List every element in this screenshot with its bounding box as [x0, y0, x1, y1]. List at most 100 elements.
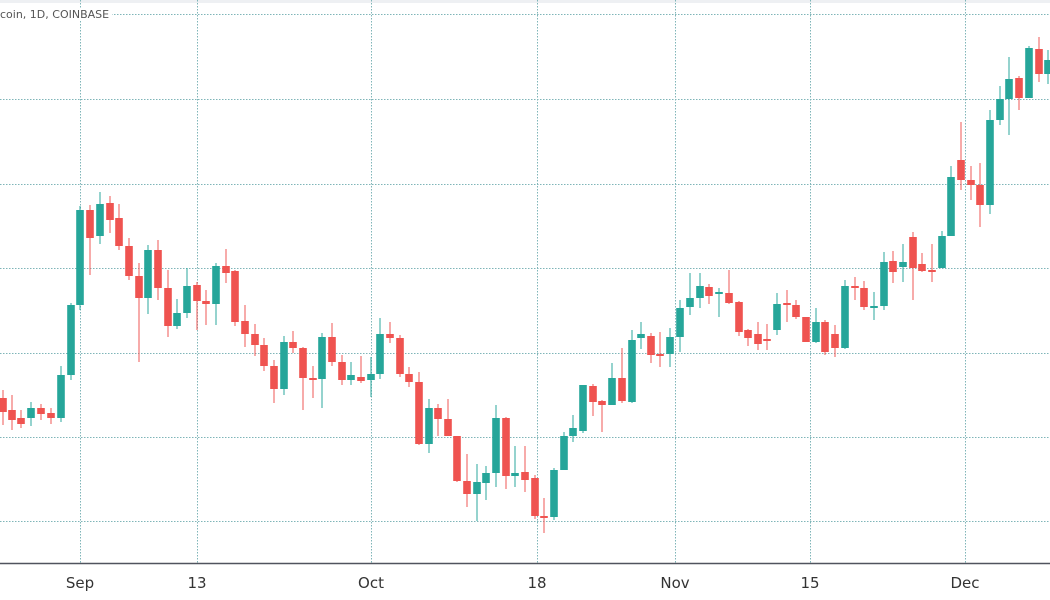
candle-body-up — [67, 305, 75, 375]
candle-body-up — [938, 236, 946, 268]
x-tick-label: 15 — [800, 574, 820, 592]
candle-body-up — [1025, 48, 1033, 98]
candle-body-up — [899, 262, 907, 267]
candle-body-down — [531, 478, 539, 516]
candle-body-up — [608, 378, 616, 405]
candle-body-down — [125, 246, 133, 276]
candle-body-up — [569, 428, 577, 436]
candle-body-up — [492, 418, 500, 473]
candle-body-down — [598, 401, 606, 405]
candle-body-up — [560, 436, 568, 470]
candle-body-down — [405, 374, 413, 382]
candle-body-up — [715, 292, 723, 294]
candle-body-down — [735, 302, 743, 332]
candle-body-down — [86, 210, 94, 238]
candle-body-up — [579, 385, 587, 431]
candle-body-up — [76, 210, 84, 305]
candle-body-up — [318, 337, 326, 379]
candle-body-down — [222, 266, 230, 273]
candle-body-down — [1015, 78, 1023, 98]
candle-body-up — [986, 120, 994, 205]
candle-body-down — [889, 261, 897, 272]
candle-body-down — [502, 418, 510, 476]
candle-body-down — [957, 160, 965, 180]
candle-body-down — [193, 285, 201, 301]
candle-body-down — [299, 348, 307, 378]
candle-body-up — [27, 408, 35, 418]
candle-body-up — [482, 473, 490, 483]
candle-body-down — [792, 305, 800, 317]
candle-body-up — [183, 286, 191, 313]
candle-body-down — [251, 334, 259, 345]
candle-body-up — [96, 204, 104, 236]
candle-body-down — [309, 378, 317, 380]
x-tick-label: Dec — [950, 574, 980, 592]
x-tick-label: 13 — [187, 574, 207, 592]
candle-body-down — [540, 516, 548, 518]
candle-body-up — [773, 304, 781, 330]
candle-body-down — [656, 354, 664, 356]
candle-body-up — [1044, 60, 1050, 74]
candle-body-down — [357, 377, 365, 381]
candle-body-down — [463, 481, 471, 494]
candle-body-down — [589, 386, 597, 402]
candle-body-down — [976, 185, 984, 205]
candle-body-down — [154, 250, 162, 288]
candle-body-down — [231, 271, 239, 322]
candle-body-down — [647, 336, 655, 355]
candle-body-down — [415, 382, 423, 444]
candle-body-up — [812, 322, 820, 342]
candle-body-down — [434, 408, 442, 419]
candle-body-down — [618, 378, 626, 401]
candle-body-down — [521, 472, 529, 480]
candle-body-down — [705, 287, 713, 296]
candle-body-down — [8, 410, 16, 420]
candle-body-down — [17, 418, 25, 424]
x-tick-label: Oct — [358, 574, 384, 592]
candle-body-up — [637, 334, 645, 338]
candle-body-down — [754, 334, 762, 344]
candle-body-up — [367, 374, 375, 380]
candle-body-down — [202, 301, 210, 304]
candle-body-down — [744, 330, 752, 338]
candle-body-down — [338, 362, 346, 380]
candle-body-down — [725, 293, 733, 303]
candle-body-up — [628, 340, 636, 402]
symbol-title: coin, 1D, COINBASE — [0, 8, 113, 21]
candle-body-down — [928, 270, 936, 272]
candle-body-down — [386, 334, 394, 338]
x-tick-label: 18 — [527, 574, 547, 592]
candle-body-down — [47, 413, 55, 418]
candle-body-up — [676, 308, 684, 337]
candle-body-down — [328, 337, 336, 362]
candle-body-down — [851, 286, 859, 288]
candle-body-down — [37, 408, 45, 414]
candle-body-down — [444, 419, 452, 436]
candle-body-down — [821, 322, 829, 352]
candle-body-down — [831, 334, 839, 348]
candle-body-up — [511, 473, 519, 476]
candle-body-up — [473, 482, 481, 494]
candle-body-down — [0, 398, 7, 412]
candle-body-up — [666, 337, 674, 354]
candle-body-down — [909, 237, 917, 268]
candle-body-down — [860, 288, 868, 307]
candle-body-up — [173, 313, 181, 326]
candle-body-down — [763, 339, 771, 341]
x-tick-label: Nov — [660, 574, 690, 592]
candle-body-down — [453, 436, 461, 481]
candle-body-down — [396, 338, 404, 374]
candle-body-up — [57, 375, 65, 418]
top-toolbar-strip — [0, 0, 1050, 3]
candle-body-down — [115, 218, 123, 246]
candle-body-up — [144, 250, 152, 298]
candle-body-up — [841, 286, 849, 348]
candle-body-up — [996, 99, 1004, 120]
candle-body-down — [918, 264, 926, 271]
candle-body-down — [967, 180, 975, 185]
candle-body-up — [696, 286, 704, 298]
candle-body-down — [260, 345, 268, 366]
candle-body-down — [1035, 49, 1043, 74]
candle-body-up — [947, 177, 955, 236]
